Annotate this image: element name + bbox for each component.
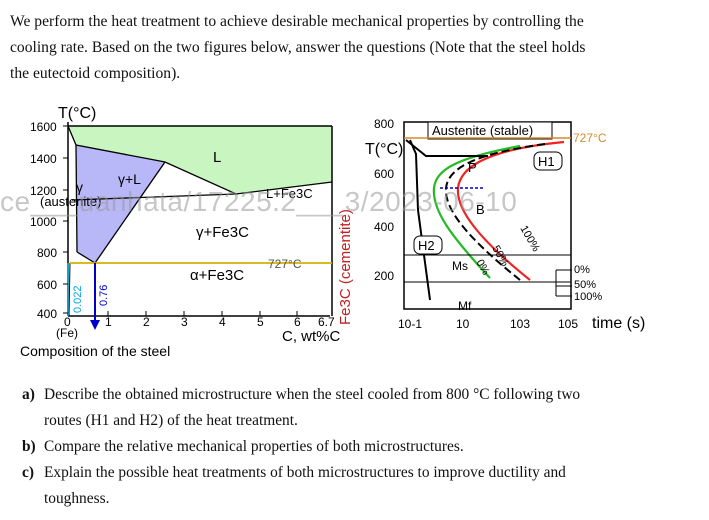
ttt-xtick-1: 10	[456, 317, 470, 331]
question-b-line-1: Compare the relative mechanical properti…	[44, 438, 464, 455]
intro-line-2: cooling rate. Based on the two figures b…	[10, 39, 586, 56]
ttt-ytick-400: 400	[374, 220, 394, 234]
fe-origin-note: (Fe)	[56, 326, 78, 340]
xtick-3: 3	[181, 315, 188, 329]
ttt-ytick-800: 800	[374, 117, 394, 131]
ytick-1000: 1000	[30, 215, 57, 229]
xtick-0: 0	[64, 315, 71, 329]
fe-c-phase-diagram: T(°C) 1600 1400 1200 1000 800 600 400 0 …	[20, 105, 354, 359]
intro-line-3: the eutectoid composition).	[10, 65, 181, 82]
gamma-fe3c-label: γ+Fe3C	[196, 224, 249, 241]
xtick-1: 1	[105, 315, 112, 329]
question-a: a) Describe the obtained microstructure w…	[22, 382, 690, 434]
ttt-ytick-600: 600	[374, 167, 394, 181]
question-b-label: b)	[22, 438, 36, 455]
curve-label-100: 100%	[517, 224, 542, 255]
xtick-5: 5	[257, 315, 264, 329]
question-c-line-1: Explain the possible heat treatments of …	[44, 464, 566, 481]
ttt-y-label: T(°C)	[365, 141, 403, 158]
austenite-stable-label: Austenite (stable)	[432, 123, 533, 138]
a1-label: 727°C	[573, 131, 607, 145]
gamma-label: γ	[76, 179, 83, 195]
question-c-label: c)	[22, 464, 34, 481]
h1-label: H1	[538, 154, 555, 169]
xtick-6-7: 6.7	[318, 315, 335, 329]
bainite-label: B	[476, 202, 485, 217]
question-a-label: a)	[22, 386, 35, 403]
ttt-xtick-3: 105	[558, 317, 578, 331]
ytick-600: 600	[37, 278, 57, 292]
ms-label: Ms	[452, 259, 468, 273]
question-c-line-2: toughness.	[44, 490, 110, 507]
question-c: c) Explain the possible heat treatments o…	[22, 460, 690, 512]
ytick-1600: 1600	[30, 120, 57, 134]
liquid-region	[68, 126, 332, 194]
h2-path	[409, 139, 431, 301]
ttt-x-label: time (s)	[592, 315, 645, 332]
cementite-axis-label: Fe3C (cementite)	[337, 209, 354, 325]
ttt-diagram: Austenite (stable) 727°C T(°C) 800 600 4…	[365, 117, 645, 332]
alpha-c-label: 0.022	[72, 285, 84, 313]
h1-path	[405, 139, 488, 157]
watermark: ce___uanhata/17225.2___3/2023-06-10	[0, 186, 518, 217]
gamma-l-label: γ+L	[118, 171, 141, 187]
ttt-xtick-0: 10-1	[398, 317, 422, 331]
curve-0	[432, 144, 521, 279]
l-fe3c-label: L+Fe3C	[266, 186, 313, 201]
alpha-fe3c-label: α+Fe3C	[190, 267, 244, 284]
pearlite-label: P	[468, 160, 477, 175]
austenite-region	[76, 145, 165, 263]
question-b: b) Compare the relative mechanical proper…	[22, 434, 690, 460]
mf-label: Mf	[458, 299, 472, 313]
question-a-line-2: routes (H1 and H2) of the heat treatment…	[44, 412, 298, 429]
composition-label: Composition of the steel	[20, 343, 170, 359]
liquid-label: L	[213, 149, 221, 166]
eutectoid-c-label: 0.76	[98, 285, 110, 306]
ttt-ytick-200: 200	[374, 269, 394, 283]
ttt-xtick-2: 103	[510, 317, 530, 331]
xtick-4: 4	[219, 315, 226, 329]
h2-label: H2	[418, 238, 435, 253]
austenite-note: (austenite)	[40, 194, 101, 209]
legend-50: 50%	[574, 279, 596, 291]
legend-100: 100%	[574, 291, 602, 303]
question-a-line-1: Describe the obtained microstructure whe…	[44, 386, 581, 403]
xtick-6: 6	[294, 315, 301, 329]
phase-x-label: C, wt%C	[282, 328, 341, 345]
phase-y-label: T(°C)	[58, 105, 96, 122]
curve-label-0: 0%	[473, 258, 491, 278]
ytick-800: 800	[37, 246, 57, 260]
intro-line-1: We perform the heat treatment to achieve…	[10, 13, 584, 30]
intro-paragraph: We perform the heat treatment to achieve…	[10, 9, 700, 87]
ytick-1400: 1400	[30, 152, 57, 166]
ytick-400: 400	[37, 307, 57, 321]
eutectoid-temp-label: 727°C	[268, 257, 302, 271]
ytick-1200: 1200	[30, 184, 57, 198]
xtick-2: 2	[143, 315, 150, 329]
legend-0: 0%	[574, 264, 590, 276]
